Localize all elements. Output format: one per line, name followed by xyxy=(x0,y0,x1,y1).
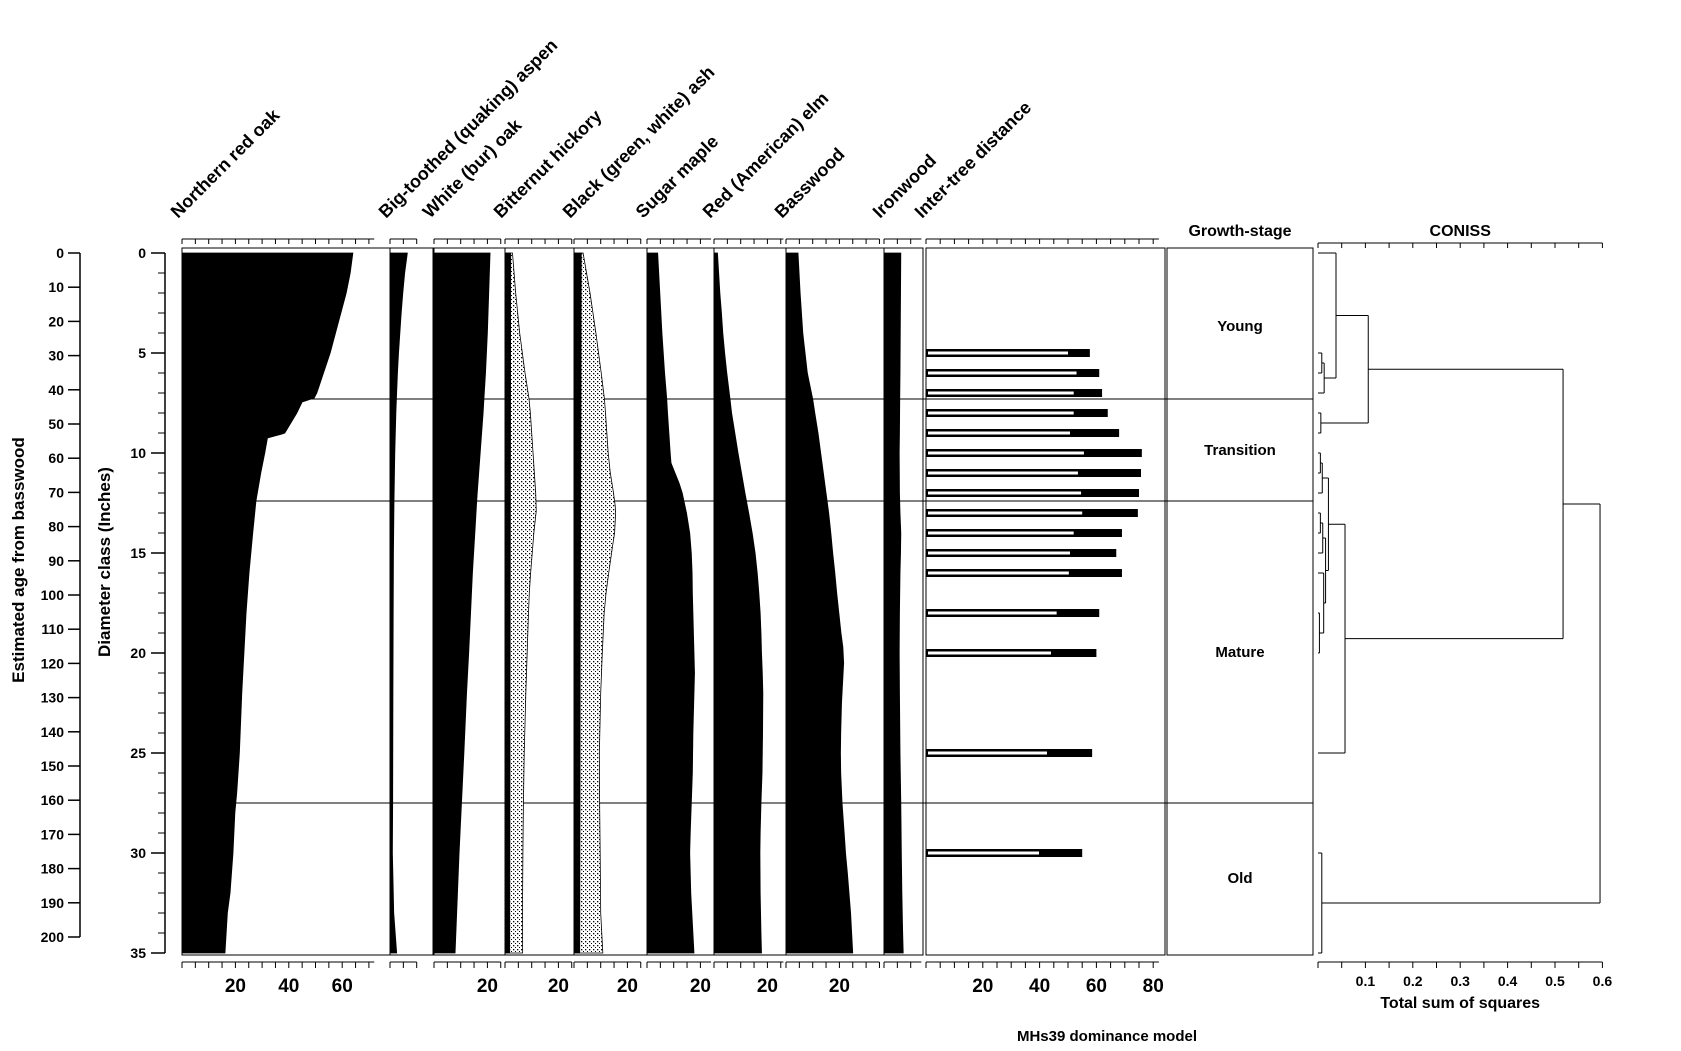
panel-title-northern-red-oak: Northern red oak xyxy=(167,104,284,221)
panel-axis-tick-label: 20 xyxy=(477,976,498,997)
age-axis-tick-label: 40 xyxy=(48,382,64,398)
panel-axis-tick-label: 40 xyxy=(278,976,299,997)
panel-axis-tick-label: 20 xyxy=(617,976,638,997)
age-axis-tick-label: 130 xyxy=(41,690,65,706)
intertree-bar-mean xyxy=(928,491,1082,495)
coniss-axis-tick-label: 0.5 xyxy=(1545,973,1565,989)
species-curve-bitternut-hickory xyxy=(504,252,537,954)
axes-layer xyxy=(68,238,1603,968)
intertree-bar-mean xyxy=(928,571,1069,575)
intertree-bar-mean xyxy=(928,391,1074,395)
growth-stage-zone-transition: Transition xyxy=(1204,442,1276,459)
coniss-axis-tick-label: 0.6 xyxy=(1593,973,1613,989)
intertree-bar-mean xyxy=(928,651,1051,655)
species-curve-white-bur-oak xyxy=(433,252,491,954)
age-axis-tick-label: 10 xyxy=(48,279,64,295)
growth-stage-header: Growth-stage xyxy=(1188,223,1291,240)
panel-axis-tick-label: 60 xyxy=(1086,976,1107,997)
age-axis-tick-label: 140 xyxy=(41,724,65,740)
panel-title-big-toothed-aspen: Big-toothed (quaking) aspen xyxy=(375,35,562,222)
age-axis-title: Estimated age from basswood xyxy=(9,437,28,683)
age-axis-tick-label: 70 xyxy=(48,484,64,500)
diameter-axis-tick-label: 15 xyxy=(130,545,146,561)
intertree-bar-mean xyxy=(928,751,1047,755)
species-curve-black-green-white-ash xyxy=(573,252,617,954)
age-axis-tick-label: 110 xyxy=(41,621,64,637)
age-axis-tick-label: 150 xyxy=(41,758,65,774)
panel-title-basswood: Basswood xyxy=(771,144,849,222)
panel-axis-tick-label: 20 xyxy=(690,976,711,997)
diameter-axis-tick-label: 5 xyxy=(138,345,146,361)
species-core-black-green-white-ash xyxy=(573,252,582,954)
age-axis-tick-label: 160 xyxy=(41,792,65,808)
growth-stage-zone-young: Young xyxy=(1217,318,1263,335)
age-axis-tick-label: 200 xyxy=(41,929,65,945)
coniss-axis-title: Total sum of squares xyxy=(1380,995,1540,1012)
figure-bottom-note: MHs39 dominance model xyxy=(1017,1028,1197,1045)
intertree-bar-mean xyxy=(928,431,1070,435)
panel-title-red-american-elm: Red (American) elm xyxy=(699,88,833,222)
intertree-bar-mean xyxy=(928,531,1074,535)
diameter-axis-tick-label: 0 xyxy=(138,245,146,261)
intertree-bar-mean xyxy=(928,511,1083,515)
species-curve-basswood xyxy=(785,252,854,954)
species-curve-big-toothed-aspen xyxy=(389,252,408,954)
growth-stage-zone-mature: Mature xyxy=(1215,644,1264,661)
coniss-dendrogram xyxy=(1318,252,1601,954)
diameter-axis-tick-label: 35 xyxy=(130,945,146,961)
age-axis-tick-label: 20 xyxy=(48,313,64,329)
diameter-axis-tick-label: 30 xyxy=(130,845,146,861)
age-axis-tick-label: 50 xyxy=(48,416,64,432)
growth-stage-zone-old: Old xyxy=(1228,870,1253,887)
species-core-bitternut-hickory xyxy=(504,252,512,954)
age-axis-tick-label: 90 xyxy=(48,553,64,569)
intertree-bar-mean xyxy=(928,351,1068,355)
panel-axis-tick-label: 60 xyxy=(332,976,353,997)
panel-axis-tick-label: 20 xyxy=(829,976,850,997)
intertree-bar-mean xyxy=(928,611,1057,615)
growth-stage-box xyxy=(1166,247,1314,956)
age-axis-tick-label: 180 xyxy=(41,861,65,877)
intertree-bars-layer xyxy=(926,349,1142,857)
age-axis-tick-label: 170 xyxy=(41,826,65,842)
species-curve-northern-red-oak xyxy=(181,252,354,954)
intertree-bar-mean xyxy=(928,451,1084,455)
species-curve-ironwood xyxy=(883,252,904,954)
coniss-axis-tick-label: 0.4 xyxy=(1498,973,1518,989)
panel-axis-tick-label: 20 xyxy=(225,976,246,997)
coniss-header: CONISS xyxy=(1430,223,1492,240)
age-axis-tick-label: 0 xyxy=(56,245,64,261)
diameter-axis-title: Diameter class (Inches) xyxy=(95,467,114,657)
species-curve-sugar-maple xyxy=(646,252,695,954)
age-axis-tick-label: 80 xyxy=(48,519,64,535)
diameter-axis-tick-label: 10 xyxy=(130,445,146,461)
intertree-bar-mean xyxy=(928,551,1070,555)
species-curve-red-american-elm xyxy=(713,252,764,954)
panel-axis-tick-label: 20 xyxy=(757,976,778,997)
age-axis-tick-label: 120 xyxy=(41,655,65,671)
age-axis-tick-label: 190 xyxy=(41,895,65,911)
intertree-bar-mean xyxy=(928,411,1074,415)
species-curves-layer xyxy=(181,252,904,954)
intertree-bar-mean xyxy=(928,471,1078,475)
panel-axis-tick-label: 20 xyxy=(972,976,993,997)
panel-axis-tick-label: 40 xyxy=(1029,976,1050,997)
panel-box-inter-tree-distance xyxy=(925,247,1166,956)
panel-axis-tick-label: 80 xyxy=(1143,976,1164,997)
coniss-axis-tick-label: 0.3 xyxy=(1450,973,1470,989)
intertree-bar-mean xyxy=(928,851,1040,855)
diameter-axis-tick-label: 20 xyxy=(130,645,146,661)
coniss-axis-tick-label: 0.1 xyxy=(1356,973,1376,989)
panel-axis-tick-label: 20 xyxy=(548,976,569,997)
coniss-axis-tick-label: 0.2 xyxy=(1403,973,1423,989)
age-axis-tick-label: 30 xyxy=(48,348,64,364)
age-axis-tick-label: 100 xyxy=(41,587,65,603)
intertree-bar-mean xyxy=(928,371,1077,375)
age-axis-tick-label: 60 xyxy=(48,450,64,466)
diameter-axis-tick-label: 25 xyxy=(130,745,146,761)
